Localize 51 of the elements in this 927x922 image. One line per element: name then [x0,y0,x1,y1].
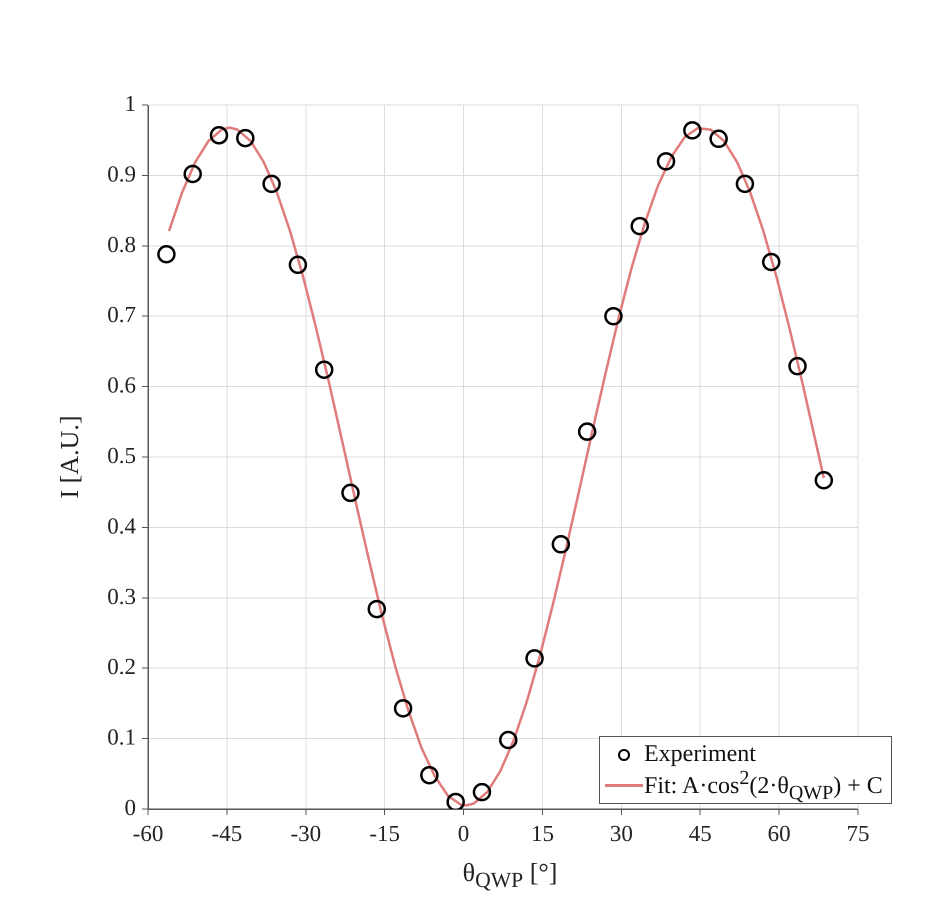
point [262,174,281,194]
y-tick-label: 0.4 [107,513,136,538]
y-axis-title: I [A.U.] [55,415,85,499]
y-tick-label: 0.5 [107,443,136,468]
y-tick-label: 0.9 [107,161,136,186]
point [446,792,465,809]
point [341,484,360,502]
x-tick-label: -15 [369,820,400,846]
point [472,782,492,802]
point [525,649,544,668]
point [314,360,334,379]
y-tick-label: 0.6 [107,372,136,398]
y-tick-label: 1 [124,91,136,116]
point [762,252,780,272]
x-tick-label: 15 [530,820,554,846]
point [552,535,570,554]
y-tick-label: 0.3 [107,584,136,609]
point [368,600,386,618]
legend-label: Experiment [644,741,756,768]
point [656,152,676,171]
point [736,174,754,194]
point [578,422,596,441]
y-tick-label: 0.1 [107,724,136,750]
point [683,121,702,140]
x-tick-label: -30 [290,820,322,846]
y-tick-label: 0 [124,795,136,820]
point [814,470,834,490]
point [709,130,728,148]
legend-label: Fit: A·cos$^{2}$(2·θ$_{QWP}$) + C [644,766,883,804]
x-tick-label: 60 [768,820,791,846]
y-tick-label: 0.8 [107,232,136,257]
x-tick-label: -45 [212,820,242,846]
point [604,306,623,326]
point [499,730,518,750]
y-tick-label: 0.2 [107,654,136,680]
point [210,126,228,145]
x-tick-label: -60 [132,820,164,846]
x-axis-title: θ$_{QWP}$ [°] [462,858,558,894]
point [236,128,255,148]
x-tick-label: 30 [610,820,633,846]
x-tick-label: 0 [458,820,470,846]
x-tick-label: 75 [846,820,870,846]
point [288,256,308,274]
point [788,356,807,376]
point [630,216,649,236]
point [394,699,412,718]
y-tick-label: 0.7 [107,302,136,328]
point [157,245,176,264]
point [420,766,439,784]
point [183,164,202,184]
x-tick-label: 45 [688,820,712,846]
